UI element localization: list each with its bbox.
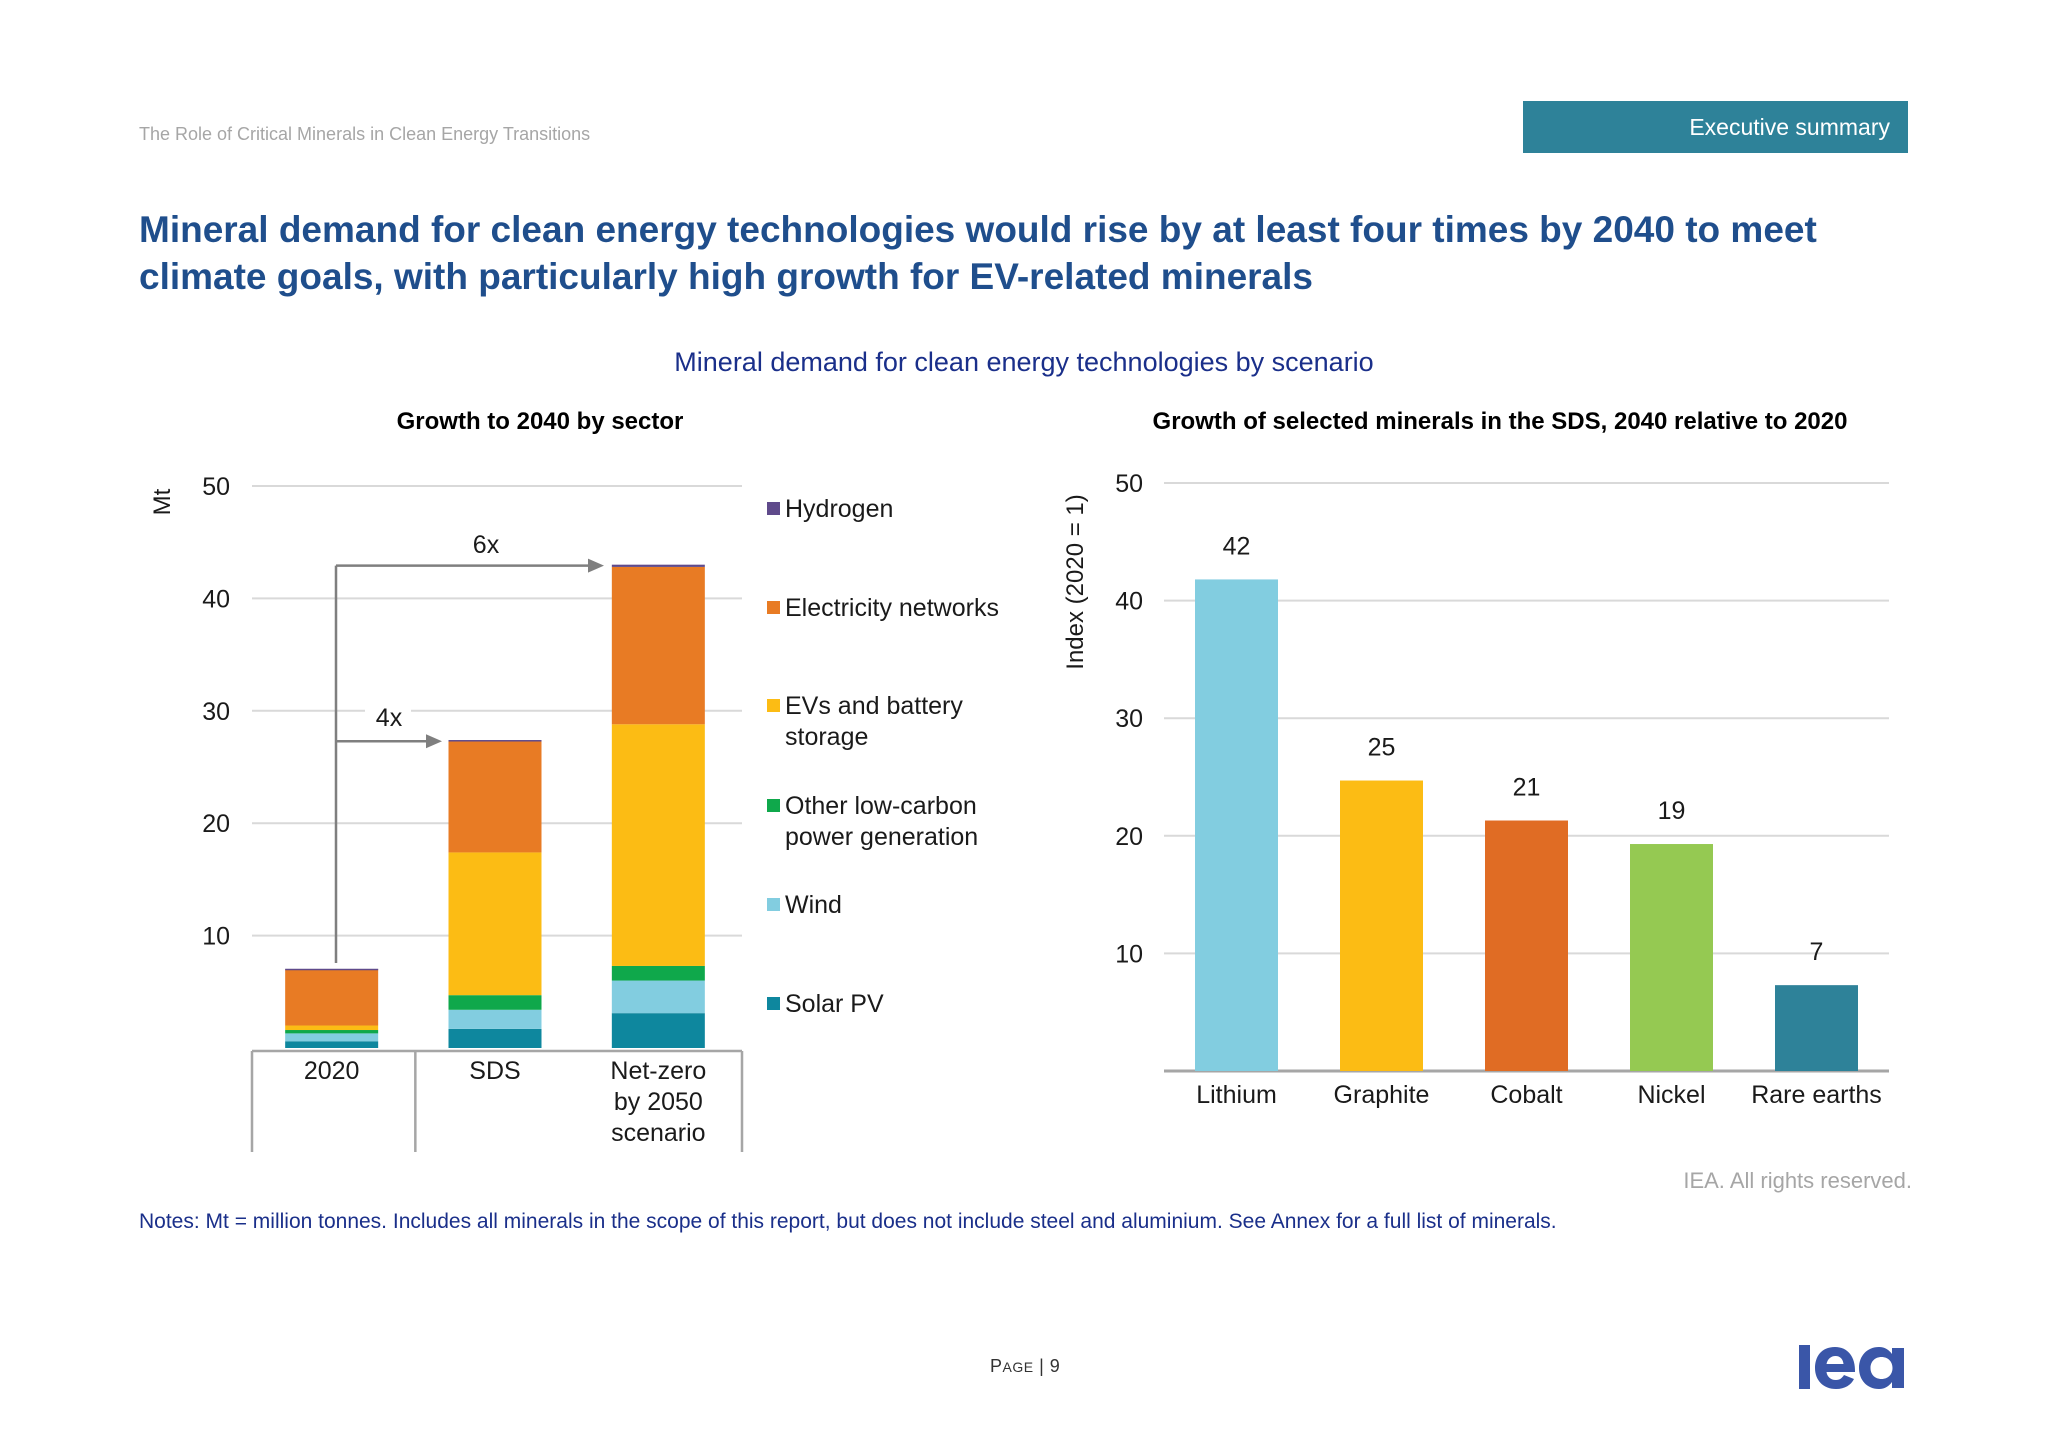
copyright-notice: IEA. All rights reserved. — [1683, 1168, 1912, 1193]
bar-segment-evs-and-battery-storage — [285, 1025, 379, 1031]
x-tick-label: SDS — [469, 1057, 520, 1085]
legend-swatch-evs-and-battery-storage — [767, 699, 780, 712]
bar-segment-wind — [611, 980, 705, 1014]
legend-swatch-other-low-carbon-power-generation — [767, 799, 780, 812]
bar-segment-hydrogen — [448, 740, 542, 742]
y-tick-label: 20 — [202, 810, 230, 838]
legend-label: Other low-carbon — [785, 792, 977, 820]
legend-label: Solar PV — [785, 990, 884, 1018]
y-axis-label: Mt — [149, 488, 176, 515]
bar-segment-wind — [448, 1009, 542, 1029]
data-label: 19 — [1658, 797, 1686, 825]
section-tab-executive-summary[interactable]: Executive summary — [1523, 101, 1908, 153]
growth-arrowhead-icon — [426, 734, 442, 749]
y-axis-label: Index (2020 = 1) — [1062, 494, 1089, 669]
left-chart-title: Growth to 2040 by sector — [396, 408, 684, 435]
legend-swatch-solar-pv — [767, 997, 780, 1010]
bar-segment-electricity-networks — [285, 969, 379, 1026]
page-number: PAGE | 9 — [990, 1356, 1060, 1377]
y-tick-label: 10 — [202, 923, 230, 951]
bar-segment-solar-pv — [448, 1028, 542, 1048]
page-number-value: 9 — [1049, 1356, 1061, 1376]
annotation-backing — [365, 699, 411, 729]
page-prefix-first: P — [990, 1356, 1003, 1376]
bar-segment-other-low-carbon-power-generation — [448, 995, 542, 1010]
x-tick-label: scenario — [611, 1119, 706, 1147]
page-headline: Mineral demand for clean energy technolo… — [139, 209, 1817, 297]
bar-nickel — [1630, 844, 1713, 1071]
data-label: 21 — [1513, 774, 1541, 802]
x-tick-label: by 2050 — [614, 1088, 703, 1116]
x-tick-label: Rare earths — [1751, 1081, 1882, 1109]
y-tick-label: 10 — [1115, 940, 1143, 968]
legend-swatch-hydrogen — [767, 502, 780, 515]
bar-segment-solar-pv — [611, 1013, 705, 1048]
document-title: The Role of Critical Minerals in Clean E… — [139, 124, 591, 144]
x-tick-label: Graphite — [1334, 1081, 1430, 1109]
x-tick-label: 2020 — [304, 1057, 360, 1085]
data-label: 7 — [1810, 938, 1824, 966]
y-tick-label: 20 — [1115, 823, 1143, 851]
section-tab-label: Executive summary — [1689, 113, 1890, 140]
bar-segment-other-low-carbon-power-generation — [611, 965, 705, 981]
bar-segment-solar-pv — [285, 1041, 379, 1048]
legend-label: Wind — [785, 891, 842, 919]
y-tick-label: 30 — [1115, 705, 1143, 733]
data-label: 42 — [1223, 532, 1251, 560]
legend-label: EVs and battery — [785, 692, 963, 720]
figure-title: Mineral demand for clean energy technolo… — [674, 347, 1374, 377]
y-tick-label: 40 — [202, 585, 230, 613]
x-tick-label: Cobalt — [1490, 1081, 1562, 1109]
bar-segment-hydrogen — [611, 564, 705, 567]
bar-segment-electricity-networks — [448, 741, 542, 853]
x-tick-label: Lithium — [1196, 1081, 1277, 1109]
bar-segment-evs-and-battery-storage — [611, 724, 705, 966]
legend-label: storage — [785, 723, 868, 751]
bar-segment-electricity-networks — [611, 566, 705, 725]
y-tick-label: 50 — [1115, 470, 1143, 498]
page-separator: | — [1033, 1356, 1050, 1376]
iea-logo-icon[interactable] — [1797, 1337, 1909, 1393]
y-tick-label: 50 — [202, 473, 230, 501]
growth-arrowhead-icon — [588, 558, 604, 573]
bar-segment-hydrogen — [285, 968, 379, 971]
legend-swatch-electricity-networks — [767, 601, 780, 614]
growth-label-4x: 4x — [376, 704, 403, 732]
figure-notes: Notes: Mt = million tonnes. Includes all… — [139, 1210, 1557, 1233]
legend-label: Electricity networks — [785, 594, 999, 622]
y-tick-label: 30 — [202, 698, 230, 726]
bar-segment-wind — [285, 1033, 379, 1042]
bar-segment-evs-and-battery-storage — [448, 852, 542, 996]
page-prefix-rest: AGE — [1002, 1359, 1034, 1375]
bar-cobalt — [1485, 820, 1568, 1071]
data-label: 25 — [1368, 734, 1396, 762]
x-tick-label: Nickel — [1637, 1081, 1705, 1109]
legend-swatch-wind — [767, 898, 780, 911]
bar-lithium — [1195, 579, 1278, 1071]
growth-label-6x: 6x — [473, 531, 500, 559]
bar-rare-earths — [1775, 985, 1858, 1071]
bar-graphite — [1340, 780, 1423, 1071]
y-tick-label: 40 — [1115, 588, 1143, 616]
legend-label: Hydrogen — [785, 495, 893, 523]
right-chart-title: Growth of selected minerals in the SDS, … — [1152, 408, 1848, 435]
legend-label: power generation — [785, 823, 978, 851]
bar-segment-other-low-carbon-power-generation — [285, 1030, 379, 1034]
x-tick-label: Net-zero — [610, 1057, 706, 1085]
